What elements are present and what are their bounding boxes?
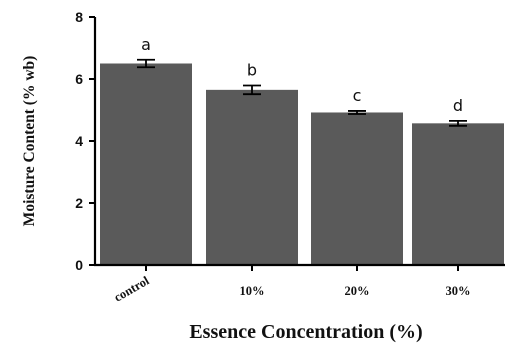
significance-label-4: d: [453, 96, 463, 115]
x-tick-label-1: control: [112, 273, 152, 304]
bars-layer: [100, 63, 504, 265]
significance-labels-layer: a b c d: [141, 35, 463, 115]
error-bars-layer: [137, 58, 467, 127]
y-ticks-layer: 0 2 4 6 8: [75, 9, 95, 273]
error-bar-4: [449, 119, 467, 127]
x-tick-label-3: 20%: [345, 284, 370, 298]
y-tick-label-2: 2: [75, 195, 83, 211]
significance-label-2: b: [247, 61, 257, 80]
bar-2: [206, 89, 298, 265]
y-axis-label: Moisture Content (% wb): [21, 56, 38, 227]
y-tick-label-5: 8: [75, 9, 83, 25]
x-tick-label-4: 30%: [446, 284, 471, 298]
bar-3: [311, 112, 403, 265]
error-bar-3: [348, 110, 366, 115]
error-bar-1: [137, 58, 155, 69]
x-ticks-layer: control 10% 20% 30%: [112, 265, 471, 305]
x-axis-label: Essence Concentration (%): [189, 321, 422, 343]
significance-label-1: a: [141, 35, 151, 54]
y-tick-label-3: 4: [75, 133, 83, 149]
x-tick-label-2: 10%: [240, 284, 265, 298]
y-tick-label-1: 0: [75, 257, 83, 273]
y-tick-label-4: 6: [75, 71, 83, 87]
error-bar-2: [243, 84, 261, 96]
significance-label-3: c: [353, 86, 362, 105]
bar-4: [412, 123, 504, 265]
bar-1: [100, 63, 192, 265]
